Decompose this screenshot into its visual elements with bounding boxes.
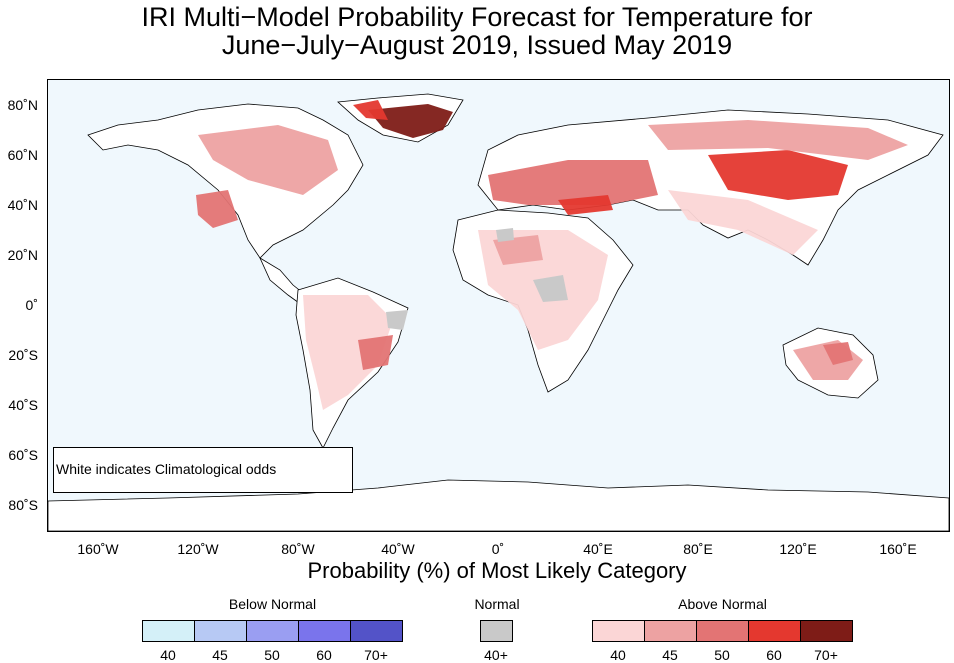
y-tick-20s: 20˚S (8, 347, 38, 363)
climatology-note-text: White indicates Climatological odds (56, 461, 277, 477)
legend-above-label-60: 60 (766, 647, 782, 663)
y-tick-80n: 80˚N (7, 97, 38, 113)
shade-africa-normal (533, 275, 568, 302)
shade-asia-40 (668, 190, 818, 255)
forecast-map (47, 79, 950, 532)
legend-below-label-70: 70+ (364, 647, 388, 663)
x-tick-120e: 120˚E (779, 541, 817, 557)
legend-below-swatch-60 (298, 620, 351, 642)
legend-below-swatch-70 (350, 620, 403, 642)
shade-asia-45 (648, 120, 908, 160)
x-tick-160w: 160˚W (77, 541, 119, 557)
y-tick-60n: 60˚N (7, 147, 38, 163)
y-tick-20n: 20˚N (7, 247, 38, 263)
y-tick-80s: 80˚S (8, 497, 38, 513)
world-map (48, 93, 949, 531)
shade-greenland-60 (353, 100, 388, 120)
shade-brazil-normal (386, 310, 408, 330)
map-title-line-2: June−July−August 2019, Issued May 2019 (221, 30, 733, 60)
shade-us-west-50 (196, 190, 238, 228)
shade-europe-60 (558, 195, 613, 215)
shade-siberia-60 (708, 150, 848, 200)
legend-below-title: Below Normal (228, 596, 317, 612)
legend-above-label-70: 70+ (814, 647, 838, 663)
legend-above-title: Above Normal (678, 596, 767, 612)
shade-europe-50 (488, 160, 658, 205)
legend-above-swatch-60 (748, 620, 801, 642)
legend-above-label-50: 50 (714, 647, 730, 663)
x-tick-80w: 80˚W (281, 541, 315, 557)
legend-above-swatch-70 (800, 620, 853, 642)
shade-greenland-70 (368, 104, 453, 138)
legend-above-swatch-40 (592, 620, 645, 642)
shade-canada-45 (198, 125, 338, 195)
legend-below-swatch-40 (142, 620, 195, 642)
y-tick-40s: 40˚S (8, 397, 38, 413)
xaxis-title: Probability (%) of Most Likely Category (307, 558, 687, 583)
legend-below-label-50: 50 (264, 647, 280, 663)
legend-below-label-45: 45 (212, 647, 228, 663)
legend-above-swatch-50 (696, 620, 749, 642)
x-tick-40w: 40˚W (381, 541, 415, 557)
climatology-note: White indicates Climatological odds (53, 447, 353, 493)
x-tick-160e: 160˚E (879, 541, 917, 557)
normal-shading (386, 228, 568, 330)
y-tick-0: 0˚ (25, 297, 38, 313)
shade-sahara-normal (496, 228, 514, 242)
x-tick-40e: 40˚E (583, 541, 613, 557)
shade-south-america-40 (303, 295, 393, 410)
legend-below-swatch-50 (246, 620, 299, 642)
shade-brazil-50 (358, 335, 393, 370)
legend-above-swatch-45 (644, 620, 697, 642)
legend-normal-swatch-40 (480, 620, 513, 642)
y-tick-40n: 40˚N (7, 197, 38, 213)
x-tick-0: 0˚ (491, 541, 505, 557)
legend-above-label-45: 45 (662, 647, 678, 663)
legend-below-swatch-45 (194, 620, 247, 642)
y-tick-60s: 60˚S (8, 447, 38, 463)
map-title-line-1: IRI Multi−Model Probability Forecast for… (141, 2, 813, 32)
shade-africa-45 (493, 235, 543, 265)
x-tick-120w: 120˚W (177, 541, 219, 557)
x-tick-80e: 80˚E (683, 541, 713, 557)
land-antarctica (48, 479, 949, 531)
legend-normal-label-40: 40+ (484, 647, 508, 663)
legend-normal-title: Normal (474, 596, 520, 612)
legend-below-label-40: 40 (160, 647, 176, 663)
legend-below-label-60: 60 (316, 647, 332, 663)
legend-above-label-40: 40 (610, 647, 626, 663)
shade-australia-50 (823, 342, 853, 365)
